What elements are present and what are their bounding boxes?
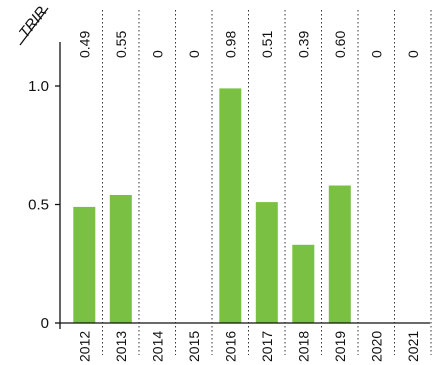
value-label-2017: 0.51 (259, 31, 275, 58)
x-tick-label-2014: 2014 (149, 331, 165, 362)
x-tick-label-2012: 2012 (76, 331, 92, 362)
x-tick-label-2019: 2019 (332, 331, 348, 362)
x-tick-labels: 2012 2013 2014 2015 2016 2017 2018 2019 2020 2021 (76, 331, 421, 362)
value-label-2021: 0 (405, 50, 421, 58)
value-label-2014: 0 (149, 50, 165, 58)
bar-2016 (219, 88, 242, 324)
value-label-2015: 0 (186, 50, 202, 58)
bar-2017 (255, 202, 278, 323)
x-tick-label-2017: 2017 (259, 331, 275, 362)
y-tick-label: 1.0 (28, 78, 49, 95)
value-label-2019: 0.60 (332, 31, 348, 58)
y-axis-label: TRIR (16, 3, 51, 41)
x-tick-label-2018: 2018 (295, 331, 311, 362)
value-labels: 0.49 0.55 0 0 0.98 0.51 0.39 0.60 0 0 (76, 31, 421, 58)
x-tick-label-2020: 2020 (368, 331, 384, 362)
y-ticks: 0 0.5 1.0 (28, 78, 60, 332)
y-axis: TRIR (16, 3, 61, 329)
bar-2013 (109, 195, 132, 323)
y-tick-label: 0.5 (28, 197, 49, 214)
y-tick-label: 0 (41, 315, 49, 332)
value-label-2013: 0.55 (113, 31, 129, 58)
value-label-2020: 0 (368, 50, 384, 58)
bar-2019 (328, 185, 351, 323)
x-tick-label-2016: 2016 (222, 331, 238, 362)
y-axis-label-slash (19, 7, 49, 46)
column-separators (102, 10, 432, 355)
value-label-2016: 0.98 (222, 31, 238, 58)
bars (73, 88, 351, 324)
x-tick-label-2015: 2015 (186, 331, 202, 362)
bar-2018 (292, 244, 315, 323)
value-label-2012: 0.49 (76, 31, 92, 58)
bar-2012 (73, 206, 96, 323)
value-label-2018: 0.39 (295, 31, 311, 58)
x-tick-label-2013: 2013 (113, 331, 129, 362)
x-tick-label-2021: 2021 (405, 331, 421, 362)
